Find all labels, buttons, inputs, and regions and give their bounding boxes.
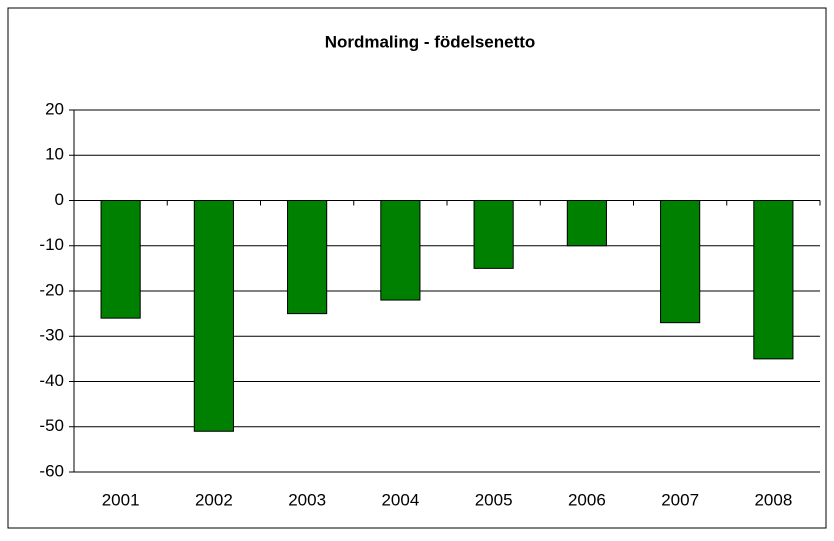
x-tick-label: 2002 xyxy=(195,490,233,509)
x-tick-label: 2003 xyxy=(288,490,326,509)
x-tick-label: 2006 xyxy=(568,490,606,509)
bar xyxy=(566,200,607,247)
x-tick-label: 2001 xyxy=(102,490,140,509)
x-tick-label: 2007 xyxy=(661,490,699,509)
bar xyxy=(193,200,234,432)
bar xyxy=(753,200,794,360)
x-tick-label: 2005 xyxy=(475,490,513,509)
bar xyxy=(287,200,328,315)
x-tick-label: 2008 xyxy=(754,490,792,509)
y-tick-label: 10 xyxy=(45,145,64,164)
y-tick-label: -20 xyxy=(39,280,64,299)
bar xyxy=(380,200,421,301)
bar xyxy=(473,200,514,269)
bar xyxy=(660,200,701,324)
y-tick-label: 20 xyxy=(45,99,64,118)
y-tick-label: -40 xyxy=(39,371,64,390)
chart-title: Nordmaling - födelsenetto xyxy=(325,32,536,51)
y-tick-label: 0 xyxy=(55,190,64,209)
x-tick-label: 2004 xyxy=(381,490,419,509)
y-tick-label: -10 xyxy=(39,235,64,254)
y-tick-label: -50 xyxy=(39,416,64,435)
y-tick-label: -60 xyxy=(39,461,64,480)
y-tick-label: -30 xyxy=(39,326,64,345)
bar xyxy=(100,200,141,319)
